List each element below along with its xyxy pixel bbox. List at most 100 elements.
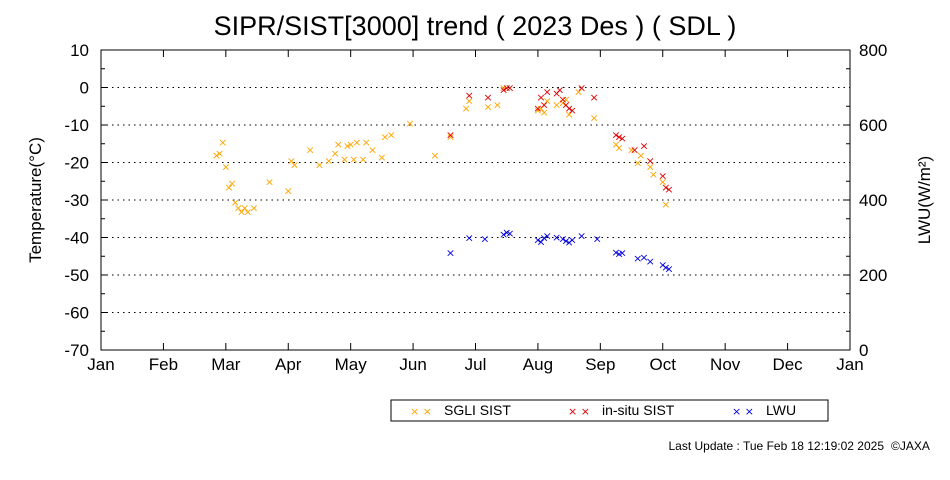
data-point: × (639, 140, 648, 153)
x-tick-label: Aug (523, 355, 553, 374)
series-2: ×× × ××× ×××× ××××× × ×××× ××× ××× (446, 226, 674, 275)
data-point: × (543, 230, 552, 243)
data-point: × (234, 202, 243, 215)
data-point: × (215, 147, 224, 160)
data-point: × (661, 181, 670, 194)
data-point: × (287, 155, 296, 168)
data-point: × (533, 104, 542, 117)
data-point: × (368, 143, 377, 156)
data-point: × (290, 158, 299, 171)
data-point: × (505, 227, 514, 240)
series-0: ×××××××××××××××××× ××××××××××××××××××× × ××… (212, 82, 671, 219)
data-point: × (212, 149, 221, 162)
data-point: × (558, 97, 567, 110)
data-point: × (540, 98, 549, 111)
data-point: × (658, 259, 667, 272)
y-tick-label: -30 (64, 191, 89, 210)
axis-ticks (100, 49, 851, 351)
data-point: × (499, 228, 508, 241)
x-tick-label: May (335, 355, 368, 374)
y2-tick-label: 0 (859, 341, 868, 360)
data-point: × (502, 82, 511, 95)
data-point: × (224, 181, 233, 194)
data-point: × (633, 157, 642, 170)
x-tick-label: Oct (650, 355, 677, 374)
data-point: × (465, 95, 474, 108)
data-point: × (577, 82, 586, 95)
data-point: × (561, 93, 570, 106)
data-point: × (658, 175, 667, 188)
grid-lines (101, 87, 850, 313)
data-point: × (614, 142, 623, 155)
data-point: × (558, 93, 567, 106)
y-tick-label: 10 (70, 41, 89, 60)
data-point: × (611, 128, 620, 141)
legend-marker: × × (568, 405, 590, 418)
data-point: × (561, 235, 570, 248)
data-point: × (536, 102, 545, 115)
data-point: × (552, 231, 561, 244)
data-point: × (589, 112, 598, 125)
data-point: × (540, 106, 549, 119)
data-point: × (555, 83, 564, 96)
x-tick-label: Jan (836, 355, 863, 374)
x-axis-tick-labels: Jan Feb Mar Apr May Jun Jul Aug Sep Oct Nov Dec Jan (87, 355, 863, 374)
data-point: × (543, 95, 552, 108)
data-point: × (446, 247, 455, 260)
data-point: × (649, 168, 658, 181)
data-point: × (636, 149, 645, 162)
data-point: × (611, 246, 620, 259)
x-tick-label: Sep (585, 355, 615, 374)
data-point: × (577, 230, 586, 243)
data-point: × (349, 153, 358, 166)
data-point: × (330, 147, 339, 160)
chart-title: SIPR/SIST[3000] trend ( 2023 Des ) ( SDL… (214, 11, 737, 41)
y2-tick-label: 400 (859, 191, 887, 210)
x-tick-label: Jul (465, 355, 487, 374)
y-tick-label: -60 (64, 304, 89, 323)
y2-tick-label: 200 (859, 266, 887, 285)
data-point: × (284, 185, 293, 198)
y-tick-label: 0 (80, 79, 89, 98)
data-point: × (462, 102, 471, 115)
y2-axis-title: LWU(W/m²) (915, 156, 934, 244)
data-point: × (502, 226, 511, 239)
legend-box (390, 399, 829, 422)
data-point: × (639, 251, 648, 264)
x-tick-label: Mar (211, 355, 241, 374)
data-point: × (543, 85, 552, 98)
x-tick-label: Apr (275, 355, 302, 374)
y-tick-label: -40 (64, 229, 89, 248)
data-point: × (568, 104, 577, 117)
data-point: × (633, 252, 642, 265)
data-point: × (483, 100, 492, 113)
y-axis-tick-labels: 10 0 -10 -20 -30 -40 -50 -60 -70 (64, 41, 89, 360)
data-point: × (324, 155, 333, 168)
last-update-text: Last Update : Tue Feb 18 12:19:02 2025 (669, 439, 885, 453)
data-point: × (446, 130, 455, 143)
y-tick-label: -70 (64, 341, 89, 360)
data-point: × (249, 202, 258, 215)
data-point: × (227, 177, 236, 190)
data-point: × (658, 170, 667, 183)
x-tick-label: Jan (87, 355, 114, 374)
credit-text: ©JAXA (891, 439, 930, 453)
data-point: × (483, 91, 492, 104)
data-point: × (565, 236, 574, 249)
data-point: × (552, 87, 561, 100)
x-tick-label: Feb (149, 355, 178, 374)
data-point: × (359, 153, 368, 166)
data-point: × (593, 232, 602, 245)
data-point: × (446, 128, 455, 141)
data-point: × (661, 261, 670, 274)
x-tick-label: Dec (772, 355, 803, 374)
data-point: × (240, 202, 249, 215)
data-point: × (589, 91, 598, 104)
data-point: × (340, 153, 349, 166)
data-point: × (480, 232, 489, 245)
data-point: × (265, 175, 274, 188)
legend-label: LWU (766, 402, 796, 418)
data-point: × (618, 132, 627, 145)
y2-tick-label: 600 (859, 116, 887, 135)
